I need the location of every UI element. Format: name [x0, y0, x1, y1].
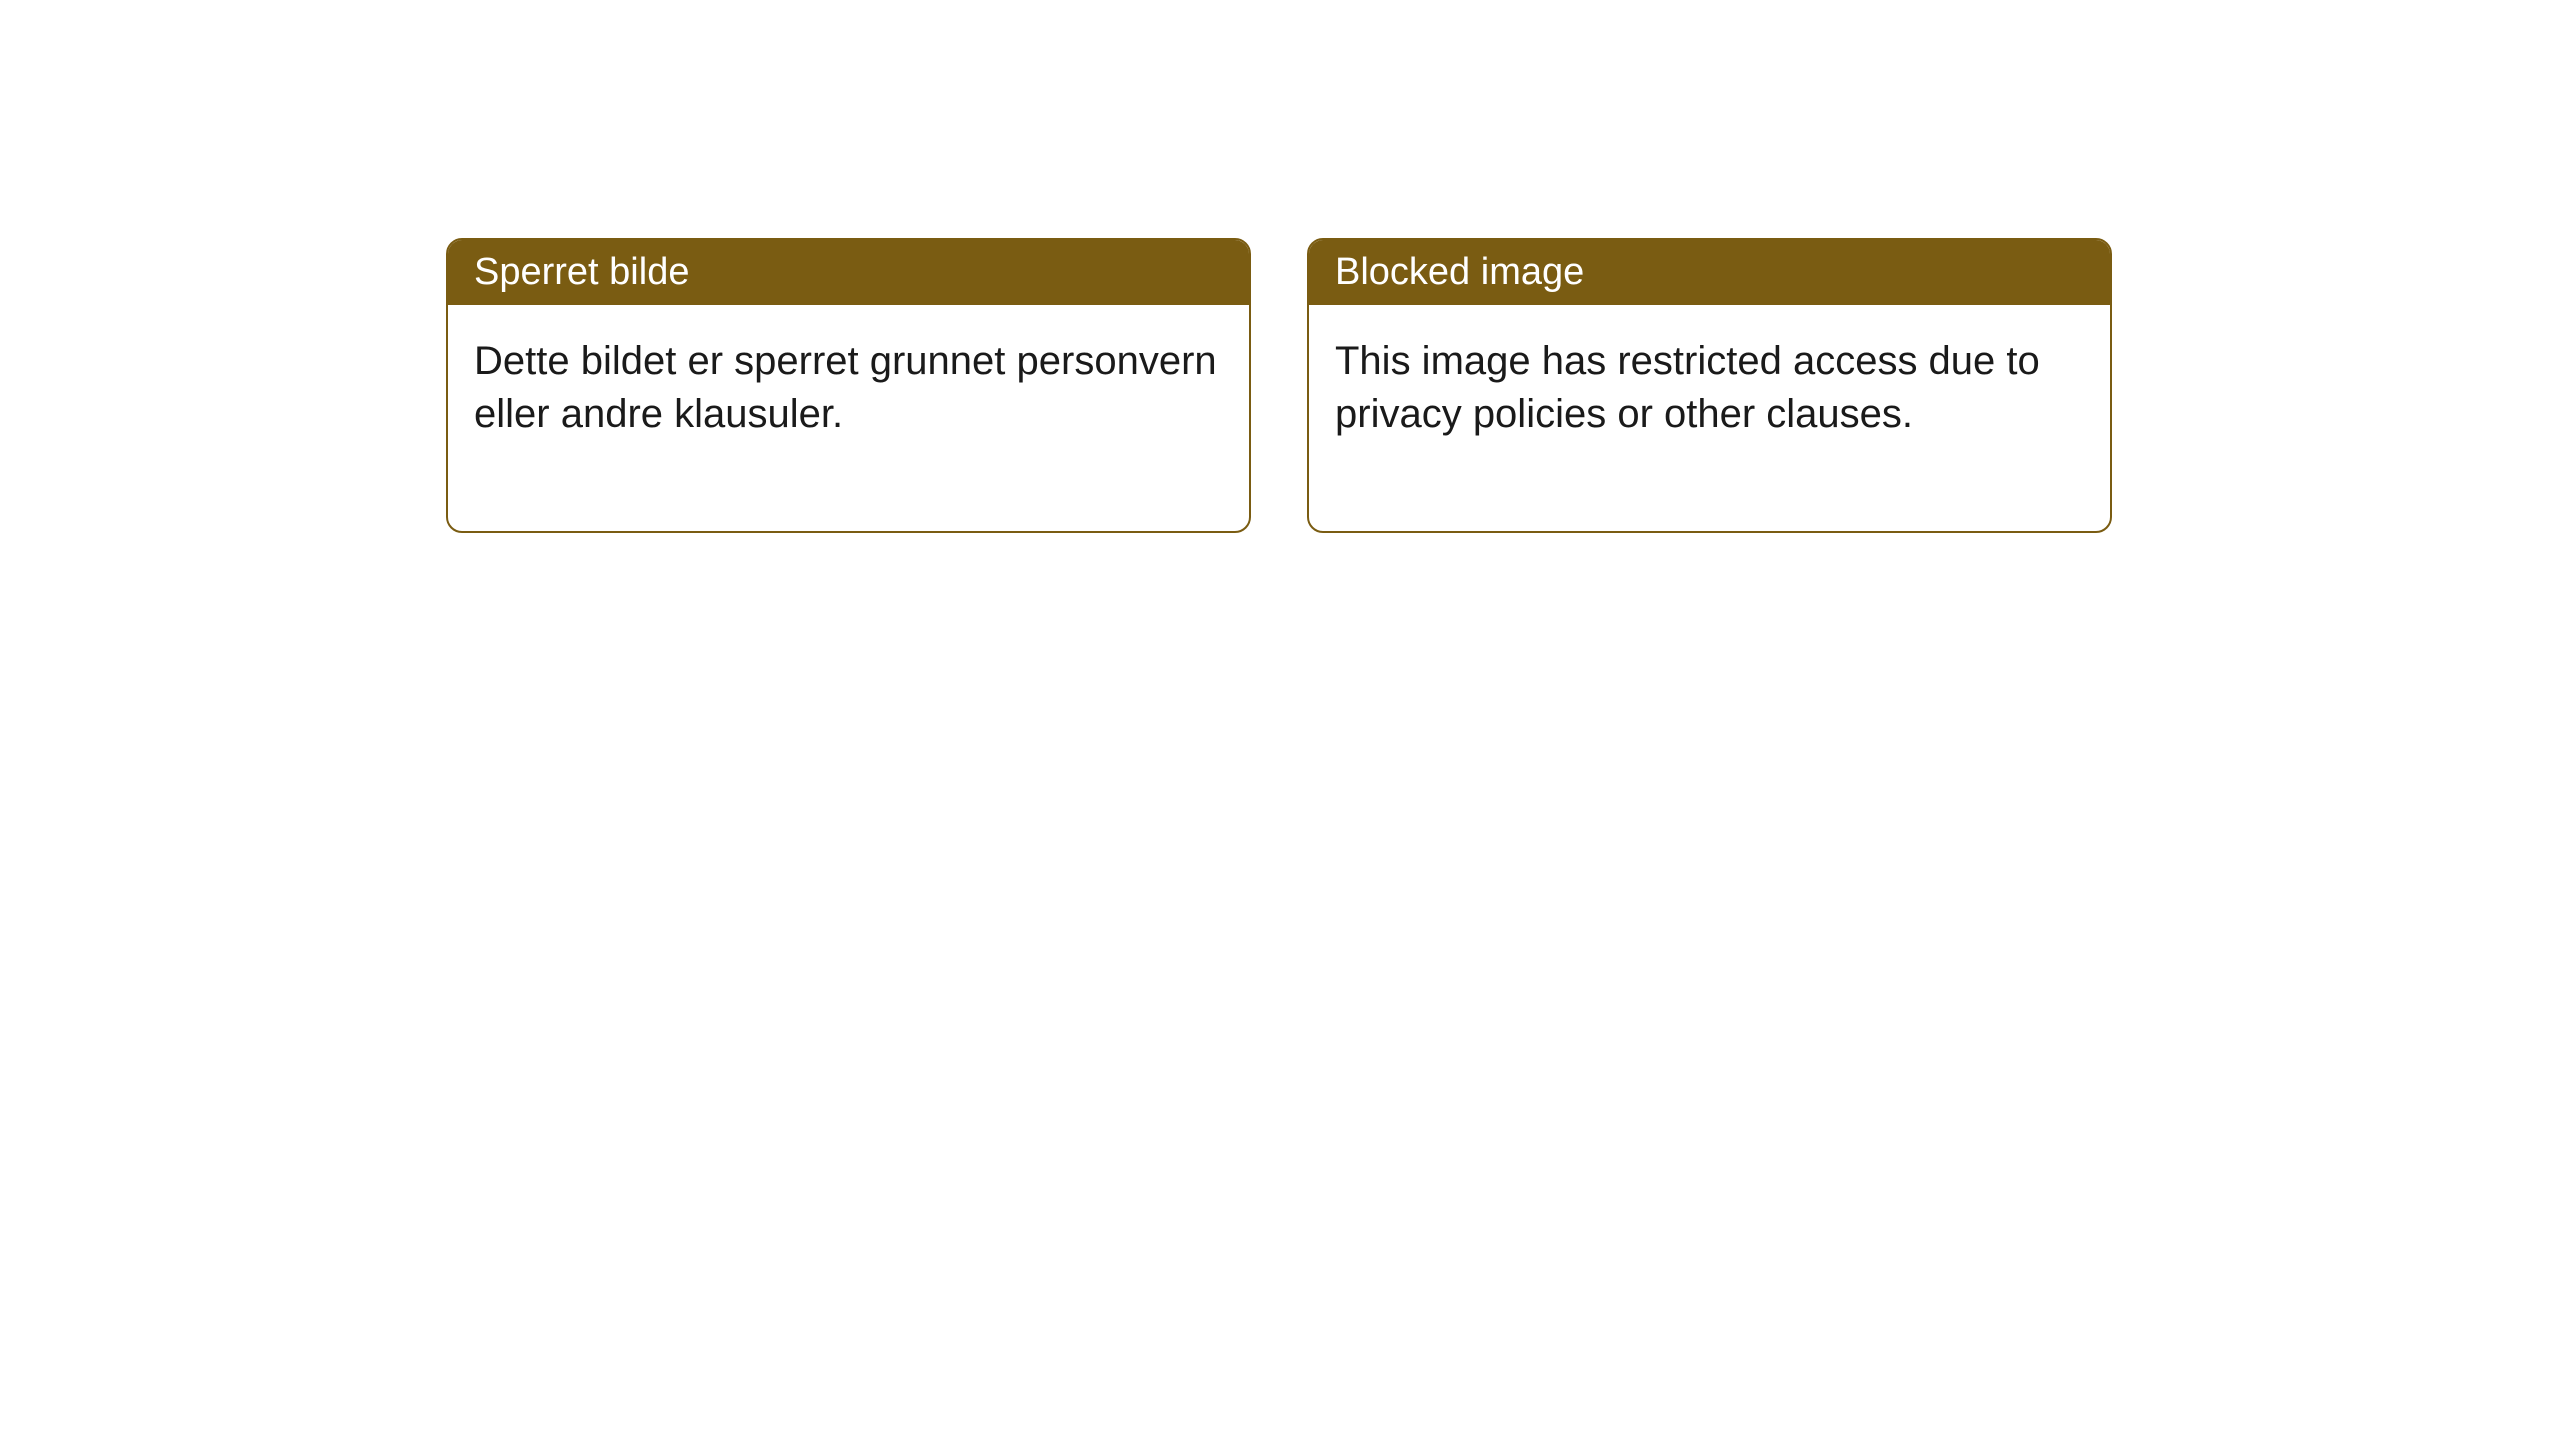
card-body-text: This image has restricted access due to …	[1309, 305, 2110, 531]
notice-cards-container: Sperret bilde Dette bildet er sperret gr…	[0, 0, 2560, 533]
card-title: Blocked image	[1309, 240, 2110, 305]
card-body-text: Dette bildet er sperret grunnet personve…	[448, 305, 1249, 531]
card-title: Sperret bilde	[448, 240, 1249, 305]
notice-card-norwegian: Sperret bilde Dette bildet er sperret gr…	[446, 238, 1251, 533]
notice-card-english: Blocked image This image has restricted …	[1307, 238, 2112, 533]
